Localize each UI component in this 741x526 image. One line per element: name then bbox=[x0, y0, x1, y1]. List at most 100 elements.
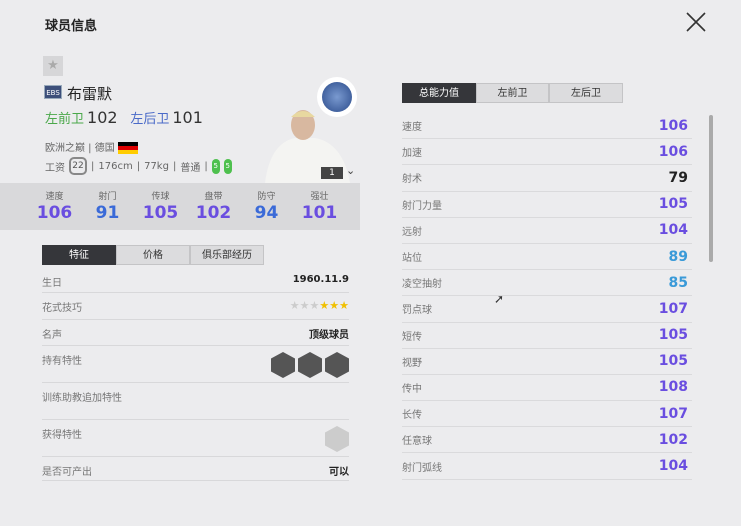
favorite-star-icon[interactable]: ★ bbox=[43, 56, 63, 76]
attribute-row: 传中 108 bbox=[402, 375, 692, 402]
value: 1960.11.9 bbox=[292, 274, 349, 285]
attribute-label: 凌空抽射 bbox=[402, 279, 442, 291]
star-icon: ★ bbox=[319, 299, 330, 312]
row-skill-moves: 花式技巧 ★★★★★★ bbox=[42, 293, 349, 320]
label: 生日 bbox=[42, 278, 62, 289]
attribute-row: 加速 106 bbox=[402, 139, 692, 166]
stat-label: 强壮 bbox=[310, 192, 329, 202]
attribute-value: 85 bbox=[668, 274, 688, 291]
tab-overall[interactable]: 总能力值 bbox=[402, 83, 476, 103]
scrollbar[interactable] bbox=[709, 115, 713, 262]
position-label: 左后卫 bbox=[130, 112, 170, 127]
trait-icon[interactable] bbox=[298, 352, 322, 378]
attribute-label: 罚点球 bbox=[402, 305, 432, 317]
stat-label: 速度 bbox=[45, 192, 64, 202]
position-ratings: 左前卫 102 左后卫 101 bbox=[45, 108, 211, 127]
attribute-label: 射门弧线 bbox=[402, 462, 442, 474]
attribute-value: 105 bbox=[658, 353, 688, 370]
stat-item: 传球 105 bbox=[134, 183, 187, 230]
attribute-value: 89 bbox=[668, 248, 688, 265]
stat-item: 防守 94 bbox=[240, 183, 293, 230]
position-value: 101 bbox=[172, 108, 203, 127]
stat-value: 91 bbox=[95, 203, 120, 223]
star-icon: ★ bbox=[339, 299, 349, 312]
stat-label: 盘带 bbox=[204, 192, 223, 202]
main-stats: 速度 106 射门 91 传球 105 盘带 102 防守 94 强壮 101 bbox=[0, 183, 360, 230]
tab-price[interactable]: 价格 bbox=[116, 245, 190, 265]
body-type: 普通 bbox=[180, 162, 201, 174]
season-badge: EBS bbox=[44, 85, 62, 99]
features-list: 生日 1960.11.9 花式技巧 ★★★★★★ 名声 顶级球员 持有特性 训练助教追… bbox=[42, 268, 349, 481]
attribute-row: 站位 89 bbox=[402, 244, 692, 271]
stat-item: 强壮 101 bbox=[293, 183, 346, 230]
lock-icon bbox=[325, 426, 349, 452]
tab-lm[interactable]: 左前卫 bbox=[476, 83, 549, 103]
stat-value: 106 bbox=[36, 203, 73, 223]
attribute-list: 速度 106 加速 106 射术 79 射门力量 105 远射 104 站位 89 凌空抽射 85 罚点球 1… bbox=[402, 113, 692, 480]
stat-label: 射门 bbox=[98, 192, 117, 202]
attribute-value: 107 bbox=[658, 300, 688, 317]
wage-value: 22 bbox=[69, 157, 87, 175]
attribute-value: 108 bbox=[658, 379, 688, 396]
label: 花式技巧 bbox=[42, 303, 82, 314]
trait-icon[interactable] bbox=[325, 352, 349, 378]
attribute-row: 射门弧线 104 bbox=[402, 453, 692, 480]
label: 获得特性 bbox=[42, 430, 82, 441]
level-badge[interactable]: 1 bbox=[321, 167, 343, 179]
close-icon[interactable] bbox=[684, 10, 708, 34]
attribute-row: 凌空抽射 85 bbox=[402, 270, 692, 297]
page-title: 球员信息 bbox=[45, 19, 98, 34]
stat-value: 101 bbox=[301, 203, 338, 223]
attribute-value: 104 bbox=[658, 458, 688, 475]
attribute-value: 106 bbox=[658, 143, 688, 160]
attribute-label: 加速 bbox=[402, 148, 422, 160]
left-foot-icon: 5 bbox=[211, 158, 220, 174]
tab-club-history[interactable]: 俱乐部经历 bbox=[190, 245, 264, 265]
label: 训练助教追加特性 bbox=[42, 393, 122, 404]
attribute-label: 长传 bbox=[402, 410, 422, 422]
stat-item: 速度 106 bbox=[28, 183, 81, 230]
attribute-label: 速度 bbox=[402, 122, 422, 134]
attribute-label: 任意球 bbox=[402, 436, 432, 448]
attribute-row: 射术 79 bbox=[402, 165, 692, 192]
label: 持有特性 bbox=[42, 356, 82, 367]
position-value: 102 bbox=[87, 108, 118, 127]
right-foot-icon: 5 bbox=[223, 158, 232, 174]
height: 176cm bbox=[98, 160, 133, 172]
attribute-value: 107 bbox=[658, 405, 688, 422]
trait-icon[interactable] bbox=[271, 352, 295, 378]
germany-flag-icon bbox=[117, 142, 138, 154]
tab-lb[interactable]: 左后卫 bbox=[549, 83, 623, 103]
stat-item: 盘带 102 bbox=[187, 183, 240, 230]
row-producible: 是否可产出 可以 bbox=[42, 457, 349, 481]
value: 顶级球员 bbox=[309, 330, 349, 341]
country: 德国 bbox=[94, 143, 115, 154]
attribute-row: 短传 105 bbox=[402, 323, 692, 349]
stat-value: 102 bbox=[195, 203, 232, 223]
row-fame: 名声 顶级球员 bbox=[42, 320, 349, 346]
row-coach-traits: 训练助教追加特性 bbox=[42, 383, 349, 420]
stat-item: 射门 91 bbox=[81, 183, 134, 230]
info-tabs: 特征 价格 俱乐部经历 bbox=[42, 245, 264, 265]
season: 欧洲之巅 bbox=[45, 143, 85, 154]
stat-label: 防守 bbox=[257, 192, 276, 202]
attribute-row: 速度 106 bbox=[402, 113, 692, 140]
stat-value: 94 bbox=[254, 203, 279, 223]
attribute-value: 102 bbox=[658, 431, 688, 448]
attribute-label: 射术 bbox=[402, 174, 422, 186]
position-label: 左前卫 bbox=[45, 112, 85, 127]
attribute-value: 104 bbox=[658, 222, 688, 239]
attribute-label: 射门力量 bbox=[402, 200, 442, 212]
star-icon: ★ bbox=[299, 299, 310, 312]
attribute-value: 105 bbox=[658, 327, 688, 344]
chevron-down-icon[interactable]: ⌄ bbox=[346, 164, 356, 177]
attribute-value: 79 bbox=[668, 169, 688, 186]
label: 是否可产出 bbox=[42, 467, 92, 478]
club-logo bbox=[317, 77, 357, 117]
attribute-row: 罚点球 107 bbox=[402, 296, 692, 323]
weight: 77kg bbox=[144, 160, 169, 172]
attribute-value: 105 bbox=[658, 196, 688, 213]
attribute-label: 短传 bbox=[402, 331, 422, 343]
tab-features[interactable]: 特征 bbox=[42, 245, 116, 265]
attribute-label: 视野 bbox=[402, 357, 422, 369]
